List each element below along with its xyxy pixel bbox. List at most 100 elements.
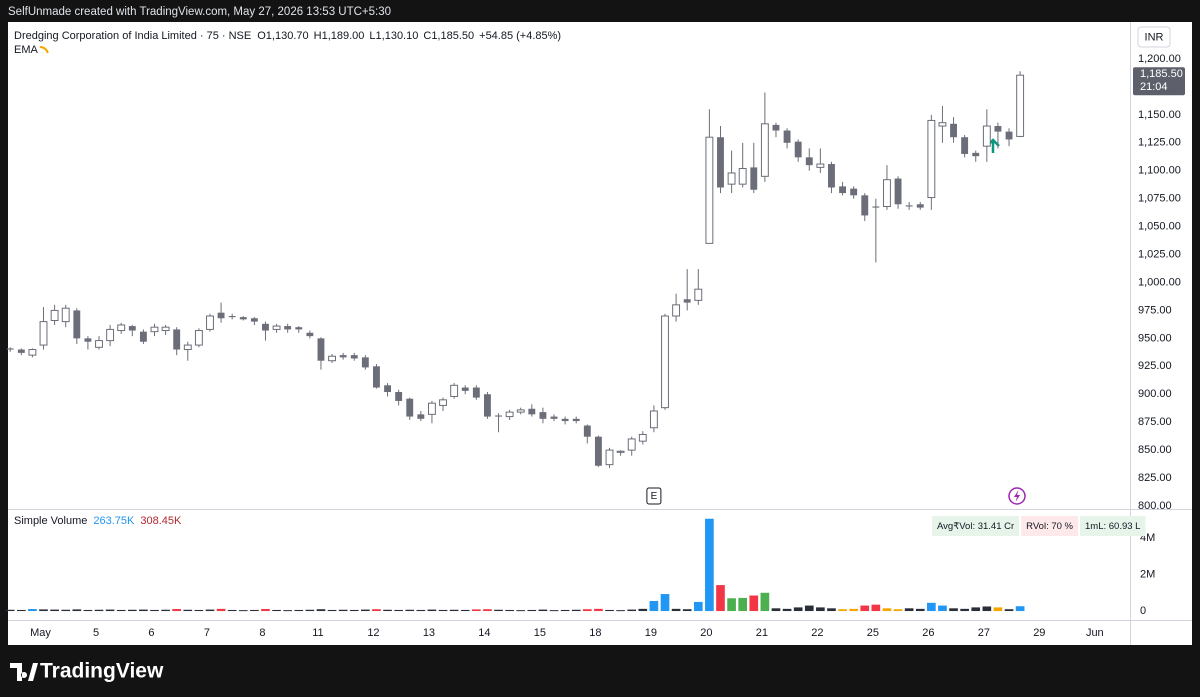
- volume-bar: [705, 518, 714, 612]
- ohlc-key: H: [314, 30, 322, 42]
- volume-bar: [771, 608, 781, 612]
- volume-bar: [494, 609, 503, 612]
- currency-box[interactable]: [1137, 26, 1171, 48]
- candle-body: [328, 355, 336, 362]
- candle-body: [350, 355, 358, 359]
- candle-body: [6, 348, 14, 350]
- volume-bar: [5, 609, 15, 612]
- y-tick-label: 1,025.00: [1138, 248, 1181, 260]
- candle-body: [594, 436, 602, 466]
- candle-body: [284, 326, 292, 330]
- candle-body: [883, 179, 891, 207]
- volume-bar: [516, 610, 526, 612]
- y-tick-label: 800.00: [1138, 500, 1172, 512]
- candle-body: [384, 385, 391, 393]
- volume-bar: [782, 608, 792, 612]
- candle-body: [938, 122, 947, 127]
- last-price-box: [1133, 67, 1185, 96]
- x-tick-label: 29: [1033, 627, 1045, 639]
- badge-text: 1mL: 60.93 L: [1085, 521, 1140, 532]
- candle-body: [228, 316, 236, 318]
- volume-bar: [816, 607, 825, 612]
- candle-body: [505, 411, 514, 418]
- candle-body: [1005, 131, 1013, 140]
- volume-bar: [250, 609, 259, 612]
- candle-body: [439, 399, 447, 406]
- indicator: EMA: [14, 44, 39, 56]
- volume-bar: [849, 608, 858, 612]
- x-tick-label: 22: [811, 627, 823, 639]
- volume-bar: [349, 609, 359, 612]
- candle-body: [616, 450, 625, 453]
- y-tick-label: 1,000.00: [1138, 276, 1181, 288]
- candle-body: [683, 299, 691, 303]
- candle-body: [760, 123, 769, 177]
- volume-bar: [172, 609, 182, 612]
- volume-bar: [582, 609, 592, 612]
- ohlc-value: 1,185.50: [431, 30, 474, 42]
- candle-body: [627, 438, 636, 451]
- y-tick-label: 2M: [1140, 568, 1155, 580]
- candle-body: [239, 317, 247, 320]
- candle-body: [672, 304, 681, 317]
- volume-bar: [938, 605, 947, 612]
- last-price: 1,185.50: [1140, 68, 1183, 80]
- volume-bar: [405, 609, 415, 612]
- badge-text: Avg₹Vol: 31.41 Cr: [937, 521, 1014, 532]
- candle-body: [539, 412, 547, 419]
- candle-body: [450, 384, 459, 397]
- y-tick-label: 850.00: [1138, 444, 1172, 456]
- volume-bar: [338, 609, 348, 612]
- volume-bar: [483, 609, 492, 612]
- candle-body: [84, 338, 92, 342]
- volume-bar: [804, 605, 814, 612]
- candle-body: [550, 416, 558, 419]
- y-tick-label: 0: [1140, 605, 1146, 617]
- candle-body: [461, 387, 469, 391]
- volume-bar: [571, 609, 581, 612]
- ohlc-key: O: [257, 30, 266, 42]
- candle-body: [173, 329, 181, 350]
- earnings-flash-icon[interactable]: [1008, 487, 1026, 505]
- candle-body: [572, 418, 580, 422]
- brand-logo[interactable]: TradingView: [10, 660, 164, 683]
- candle-body: [428, 402, 436, 415]
- candle-body: [583, 425, 591, 437]
- volume-bar: [982, 606, 992, 612]
- candle-body: [339, 355, 347, 358]
- candle-body: [982, 125, 991, 147]
- volume-bar: [827, 608, 836, 612]
- volume-bar: [416, 609, 426, 612]
- candle-body: [516, 409, 525, 413]
- candle-body: [73, 310, 81, 339]
- candle-body: [262, 323, 269, 331]
- candle-body: [772, 124, 780, 131]
- candle-body: [861, 195, 869, 216]
- x-tick-label: 15: [534, 627, 546, 639]
- volume-bar: [638, 608, 648, 612]
- x-tick-label: 19: [645, 627, 657, 639]
- volume-bar: [971, 607, 981, 612]
- candle-body: [717, 137, 724, 188]
- x-tick-label: 21: [756, 627, 768, 639]
- candle-body: [161, 326, 170, 332]
- volume-bar: [150, 609, 159, 612]
- earnings-marker: E: [651, 491, 658, 502]
- candle-body: [117, 324, 126, 332]
- volume-bar: [216, 608, 226, 612]
- candle-body: [850, 188, 858, 196]
- volume-ma: 308.45K: [140, 515, 182, 527]
- volume-bar: [860, 605, 870, 612]
- candle-body: [361, 357, 369, 368]
- candle-body: [738, 168, 747, 185]
- candle-body: [528, 408, 536, 415]
- volume-bar: [693, 601, 703, 612]
- candle-body: [927, 119, 936, 199]
- candle-body: [694, 288, 703, 301]
- volume-bar: [616, 610, 625, 612]
- candle-body: [139, 331, 147, 342]
- candle-body: [1016, 74, 1025, 137]
- candle-body: [994, 126, 1002, 132]
